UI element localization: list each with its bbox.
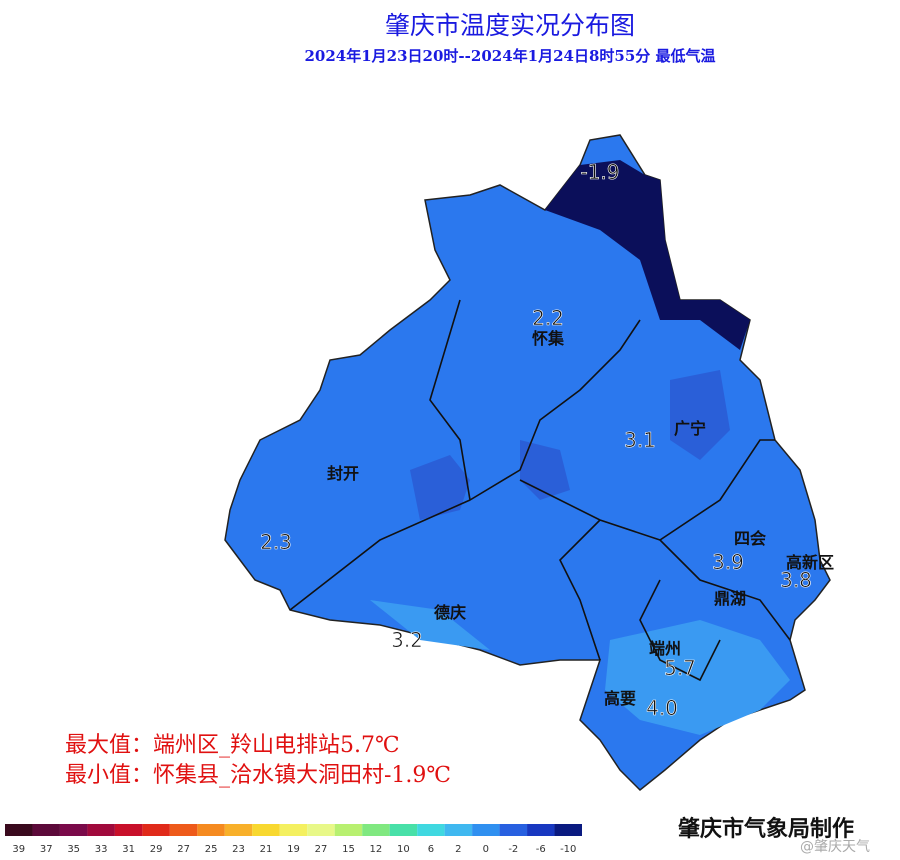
legend-swatch [499,824,528,836]
legend-label: 35 [67,844,80,855]
watermark: @肇庆天气 [800,839,870,855]
temperature-label: 2.2 [532,306,564,330]
temperature-label: 3.2 [391,628,423,652]
place-label: 高新区 [786,553,834,572]
legend-swatch [472,824,500,836]
temperature-labels: -1.9 2.2 3.1 2.3 3.9 3.8 3.2 5.7 4.0 [260,160,812,721]
legend-swatch [362,824,390,836]
temperature-label: 3.1 [624,428,656,452]
legend-swatch [279,824,308,836]
legend-label: 39 [12,844,25,855]
legend-swatch [5,824,33,836]
legend-label: 27 [177,844,190,855]
warm-area [370,600,790,735]
legend-label: 10 [397,844,410,855]
legend-swatch [59,824,88,836]
place-label: 鼎湖 [714,589,746,608]
legend-swatch [444,824,473,836]
place-label: 四会 [734,529,766,548]
legend-swatch [252,824,280,836]
legend-swatch [32,824,60,836]
place-labels: 怀集 广宁 封开 四会 高新区 德庆 鼎湖 端州 高要 [327,329,834,708]
temperature-label: -1.9 [580,160,619,184]
legend-label: 12 [370,844,383,855]
legend-label: -2 [508,844,518,855]
legend-swatch [197,824,225,836]
temperature-label: 5.7 [664,656,696,680]
legend-swatch [389,824,418,836]
place-label: 怀集 [532,329,565,348]
legend-swatch [307,824,335,836]
subtitle: 2024年1月23日20时--2024年1月24日8时55分 最低气温 [305,47,716,65]
temperature-label: 3.8 [780,568,812,592]
temperature-label: 3.9 [712,550,744,574]
legend-label: 33 [95,844,108,855]
place-label: 广宁 [674,419,706,438]
legend-swatch [554,824,582,836]
map [224,134,831,792]
legend-label: -6 [536,844,546,855]
legend-label: 31 [122,844,135,855]
legend-swatch [142,824,170,836]
cool-area [410,370,730,520]
title: 肇庆市温度实况分布图 [385,11,635,40]
legend-swatch [417,824,445,836]
temperature-label: 4.0 [646,696,678,720]
legend-swatch [114,824,143,836]
legend-label: 6 [428,844,434,855]
legend-label: 2 [455,844,461,855]
temperature-label: 2.3 [260,530,292,554]
legend-label: 21 [260,844,273,855]
legend-label: 37 [40,844,53,855]
legend-label: 0 [483,844,489,855]
credit: 肇庆市气象局制作 [678,816,854,842]
place-label: 高要 [604,689,636,708]
county-borders [289,299,791,682]
legend-label: 29 [150,844,163,855]
legend-swatch [334,824,363,836]
min-text: 最小值：怀集县_洽水镇大洞田村-1.9℃ [65,763,451,788]
legend-swatch [169,824,198,836]
cold-area [545,160,750,350]
max-text: 最大值：端州区_羚山电排站5.7℃ [65,733,400,758]
legend-label: 19 [287,844,300,855]
legend-label: 25 [205,844,218,855]
place-label: 端州 [649,639,681,658]
legend-swatch [87,824,115,836]
legend-label: 27 [315,844,328,855]
place-label: 封开 [327,464,359,483]
legend-label: 23 [232,844,245,855]
legend-label: 15 [342,844,355,855]
place-label: 德庆 [434,603,466,622]
legend: 39 37 35 33 31 29 27 25 23 21 19 27 15 12 10 6 2 0 -2 -6 -10 [5,824,582,855]
legend-swatch [224,824,253,836]
legend-label: -10 [560,844,576,855]
legend-swatch [527,824,555,836]
